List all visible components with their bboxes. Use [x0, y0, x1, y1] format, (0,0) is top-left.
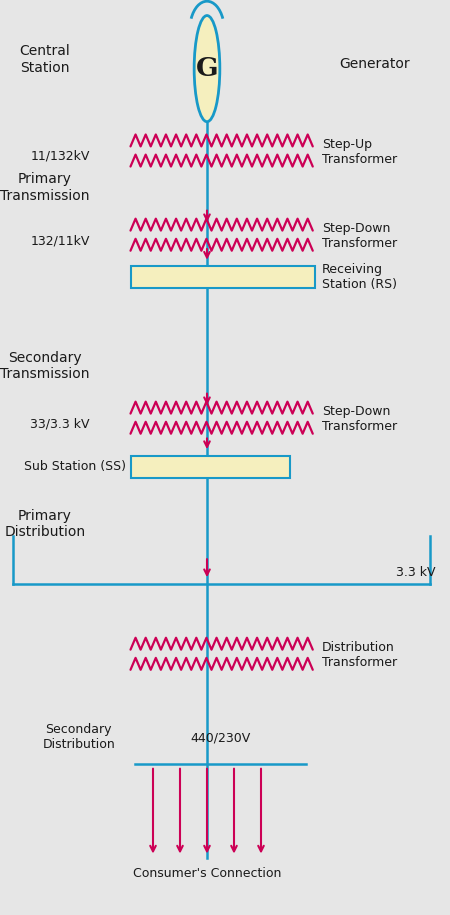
- Text: Secondary
Distribution: Secondary Distribution: [42, 723, 115, 750]
- Text: 3.3 kV: 3.3 kV: [396, 566, 436, 579]
- Text: Primary
Transmission: Primary Transmission: [0, 172, 90, 203]
- Text: Secondary
Transmission: Secondary Transmission: [0, 350, 90, 382]
- Text: Receiving
Station (RS): Receiving Station (RS): [322, 264, 397, 291]
- Text: Distribution
Transformer: Distribution Transformer: [322, 641, 397, 669]
- Text: 33/3.3 kV: 33/3.3 kV: [31, 417, 90, 430]
- Text: Step-Up
Transformer: Step-Up Transformer: [322, 138, 397, 166]
- Text: Step-Down
Transformer: Step-Down Transformer: [322, 222, 397, 250]
- Text: Consumer's Connection: Consumer's Connection: [133, 867, 281, 880]
- Text: Primary
Distribution: Primary Distribution: [4, 509, 86, 540]
- Text: Central
Station: Central Station: [20, 44, 70, 75]
- Text: G: G: [196, 56, 218, 81]
- Bar: [130, 456, 290, 478]
- Text: Sub Station (SS): Sub Station (SS): [24, 460, 126, 473]
- Text: 440/230V: 440/230V: [190, 732, 251, 745]
- Text: CS: CS: [200, 0, 223, 2]
- Bar: [130, 266, 315, 288]
- Ellipse shape: [194, 16, 220, 122]
- Text: 132/11kV: 132/11kV: [31, 234, 90, 247]
- Text: 11/132kV: 11/132kV: [31, 150, 90, 163]
- Text: Step-Down
Transformer: Step-Down Transformer: [322, 405, 397, 433]
- Text: Generator: Generator: [340, 57, 410, 71]
